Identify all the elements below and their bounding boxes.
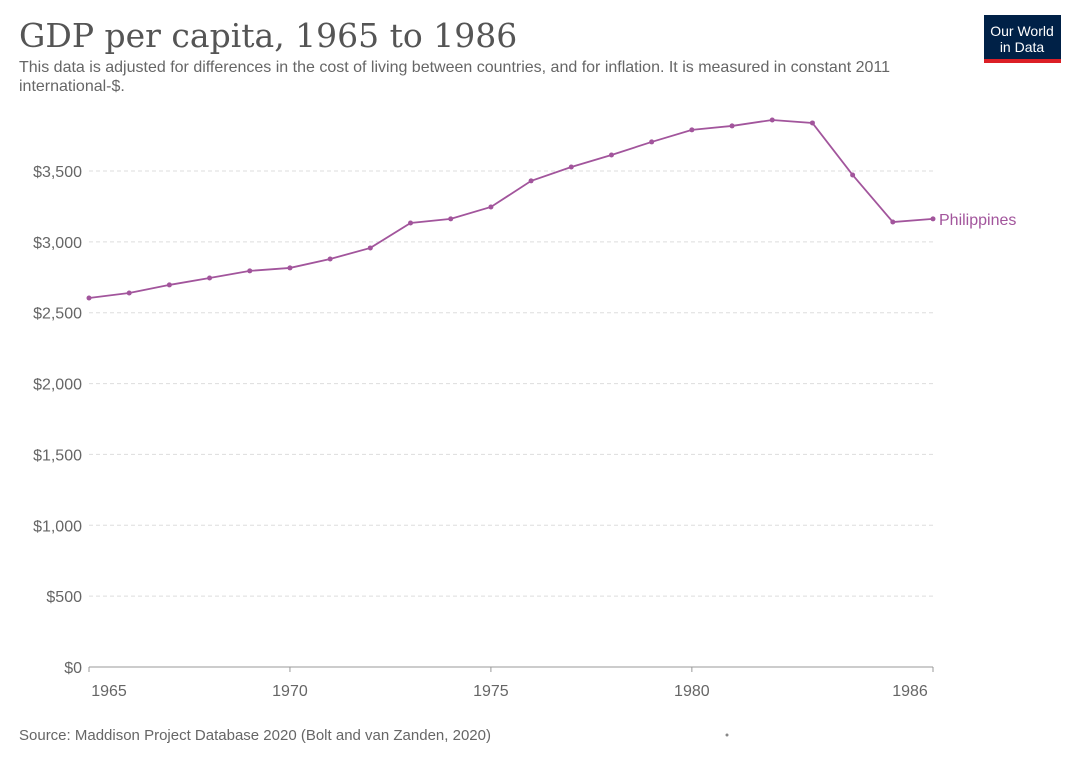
data-point xyxy=(689,127,695,133)
data-point xyxy=(649,139,655,145)
data-point xyxy=(488,204,494,210)
data-line xyxy=(88,119,934,299)
y-tick-label: $1,500 xyxy=(33,447,82,464)
x-tick-label: 1965 xyxy=(91,683,127,700)
y-tick-label: $2,500 xyxy=(33,306,82,323)
data-point xyxy=(890,219,896,225)
data-point xyxy=(86,295,92,301)
x-tick-label: 1975 xyxy=(473,683,509,700)
logo-bar xyxy=(984,59,1061,63)
chart-subtitle: This data is adjusted for differences in… xyxy=(19,59,891,95)
data-point xyxy=(729,123,735,129)
x-tick-label: 1970 xyxy=(272,683,308,700)
logo-text: in Data xyxy=(1000,39,1045,55)
data-point xyxy=(850,172,856,178)
data-point xyxy=(327,256,333,262)
y-tick-label: $2,000 xyxy=(33,377,82,394)
y-tick-label: $0 xyxy=(64,660,82,677)
y-tick-label: $3,000 xyxy=(33,235,82,252)
chart-title: GDP per capita, 1965 to 1986 xyxy=(19,16,517,55)
x-tick-label: 1986 xyxy=(892,683,928,700)
logo xyxy=(984,15,1061,63)
y-tick-label: $500 xyxy=(46,589,82,606)
y-tick-label: $3,500 xyxy=(33,164,82,181)
subtitle-box: This data is adjusted for differences in… xyxy=(19,59,891,95)
decoration-dot xyxy=(725,733,729,737)
data-point xyxy=(408,220,414,226)
y-tick-label: $1,000 xyxy=(33,518,82,535)
data-point xyxy=(809,120,815,126)
data-point xyxy=(568,164,574,170)
data-point xyxy=(528,178,534,184)
logo-text: Our World xyxy=(990,23,1054,39)
data-point xyxy=(287,265,293,271)
data-point xyxy=(769,117,775,123)
data-point xyxy=(448,216,454,222)
data-point xyxy=(207,275,213,281)
data-point xyxy=(367,245,373,251)
data-point xyxy=(247,268,253,274)
data-point xyxy=(608,152,614,158)
data-point xyxy=(930,216,936,222)
data-point xyxy=(166,282,172,288)
series-label: Philippines xyxy=(939,212,1016,229)
x-tick-label: 1980 xyxy=(674,683,710,700)
source: Source: Maddison Project Database 2020 (… xyxy=(19,727,491,744)
data-point xyxy=(126,290,132,296)
